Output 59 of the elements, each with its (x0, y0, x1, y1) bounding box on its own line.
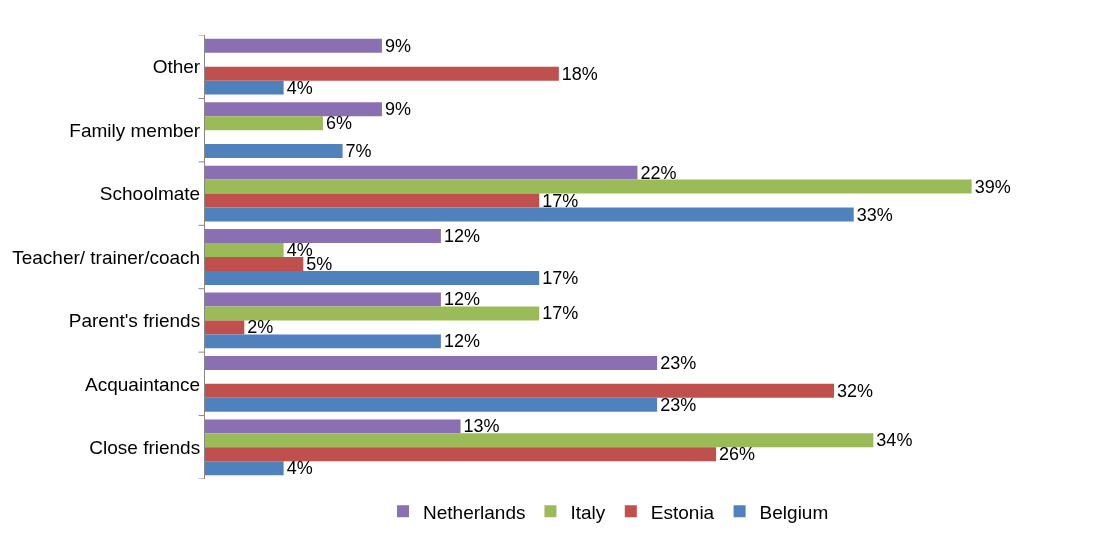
data-label: 18% (561, 63, 598, 84)
bar (205, 243, 284, 257)
data-label: 22% (640, 162, 677, 183)
y-tick-label: Family member (69, 119, 201, 141)
bar (205, 306, 540, 321)
data-label: 6% (325, 113, 352, 134)
data-label: 9% (384, 35, 411, 56)
data-label: 9% (384, 99, 411, 120)
y-tick-label: Other (152, 56, 201, 78)
data-label: 13% (463, 416, 500, 437)
bar (205, 320, 245, 335)
bar (205, 447, 717, 462)
bar (205, 433, 874, 448)
legend-label: Italy (570, 501, 606, 523)
data-label: 34% (876, 430, 913, 451)
legend-label: Belgium (759, 501, 829, 523)
bar (205, 461, 284, 476)
data-label: 23% (660, 352, 697, 373)
bar (205, 383, 835, 398)
bar (205, 80, 284, 95)
data-label: 17% (542, 303, 579, 324)
data-label: 23% (660, 394, 697, 415)
y-tick-label: Teacher/ trainer/coach (12, 246, 201, 268)
bar (205, 116, 323, 131)
bar (205, 355, 658, 370)
bar (205, 334, 441, 349)
data-label: 12% (443, 289, 480, 310)
bar (205, 179, 972, 194)
bar (205, 419, 461, 434)
data-label: 32% (837, 380, 874, 401)
legend-label: Netherlands (423, 501, 526, 523)
y-tick-label: Schoolmate (99, 183, 201, 205)
data-label: 26% (719, 444, 756, 465)
bar (205, 292, 441, 307)
y-tick-label: Acquaintance (85, 373, 201, 395)
legend-label: Estonia (650, 501, 715, 523)
data-label: 39% (974, 176, 1011, 197)
bar (205, 229, 441, 244)
y-tick-label: Close friends (89, 436, 201, 458)
data-label: 17% (542, 267, 579, 288)
data-label: 2% (247, 317, 274, 338)
bar (205, 165, 638, 180)
data-label: 7% (345, 141, 372, 162)
data-label: 12% (443, 226, 480, 247)
y-tick-label: Parent's friends (68, 310, 201, 332)
data-label: 12% (443, 331, 480, 352)
bar (205, 193, 540, 208)
bar (205, 257, 304, 271)
bar (205, 66, 559, 81)
bar (205, 397, 658, 412)
data-label: 4% (286, 458, 313, 479)
data-label: 33% (856, 204, 893, 225)
bar (205, 207, 854, 222)
bar (205, 270, 540, 285)
bar (205, 144, 343, 159)
bar (205, 38, 382, 53)
data-label: 4% (286, 77, 313, 98)
data-label: 17% (542, 190, 579, 211)
bar (205, 102, 382, 117)
